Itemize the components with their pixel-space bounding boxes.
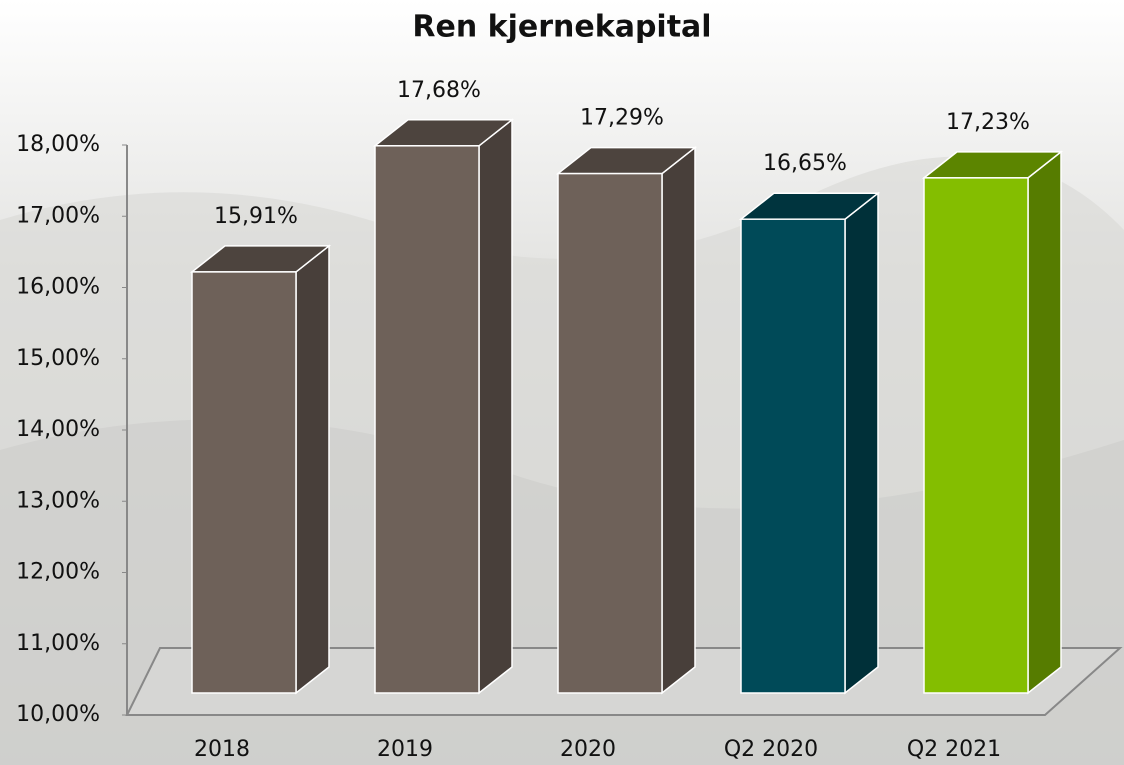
bar-side [844,191,879,695]
chart-title: Ren kjernekapital [412,10,711,45]
data-label: 17,23% [946,110,1030,135]
bar [738,191,881,695]
bar-front [191,271,297,694]
bar-side [478,118,513,695]
x-tick-label: Q2 2021 [907,737,1001,762]
data-label: 17,29% [580,106,664,131]
bar [555,146,698,695]
x-tick-label: 2018 [194,737,250,762]
bar [372,118,515,695]
data-label: 17,68% [397,78,481,103]
y-tick-label: 12,00% [16,560,100,585]
y-tick-label: 11,00% [16,631,100,656]
x-tick-label: 2020 [560,737,616,762]
bar [189,244,332,695]
bar-side [295,244,330,695]
bar-front [557,172,663,694]
y-tick-label: 13,00% [16,488,100,513]
bar-front [923,177,1029,694]
data-label: 15,91% [214,204,298,229]
x-tick-label: Q2 2020 [724,737,818,762]
y-tick-label: 15,00% [16,346,100,371]
y-tick-label: 17,00% [16,203,100,228]
bar-front [374,145,480,694]
data-label: 16,65% [763,151,847,176]
bar-side [661,146,696,695]
y-tick-label: 18,00% [16,132,100,157]
y-tick-label: 10,00% [16,702,100,727]
bar [921,150,1064,695]
x-tick-label: 2019 [377,737,433,762]
bar-side [1027,150,1062,695]
y-tick-label: 14,00% [16,417,100,442]
bar-front [740,218,846,694]
y-tick-label: 16,00% [16,275,100,300]
